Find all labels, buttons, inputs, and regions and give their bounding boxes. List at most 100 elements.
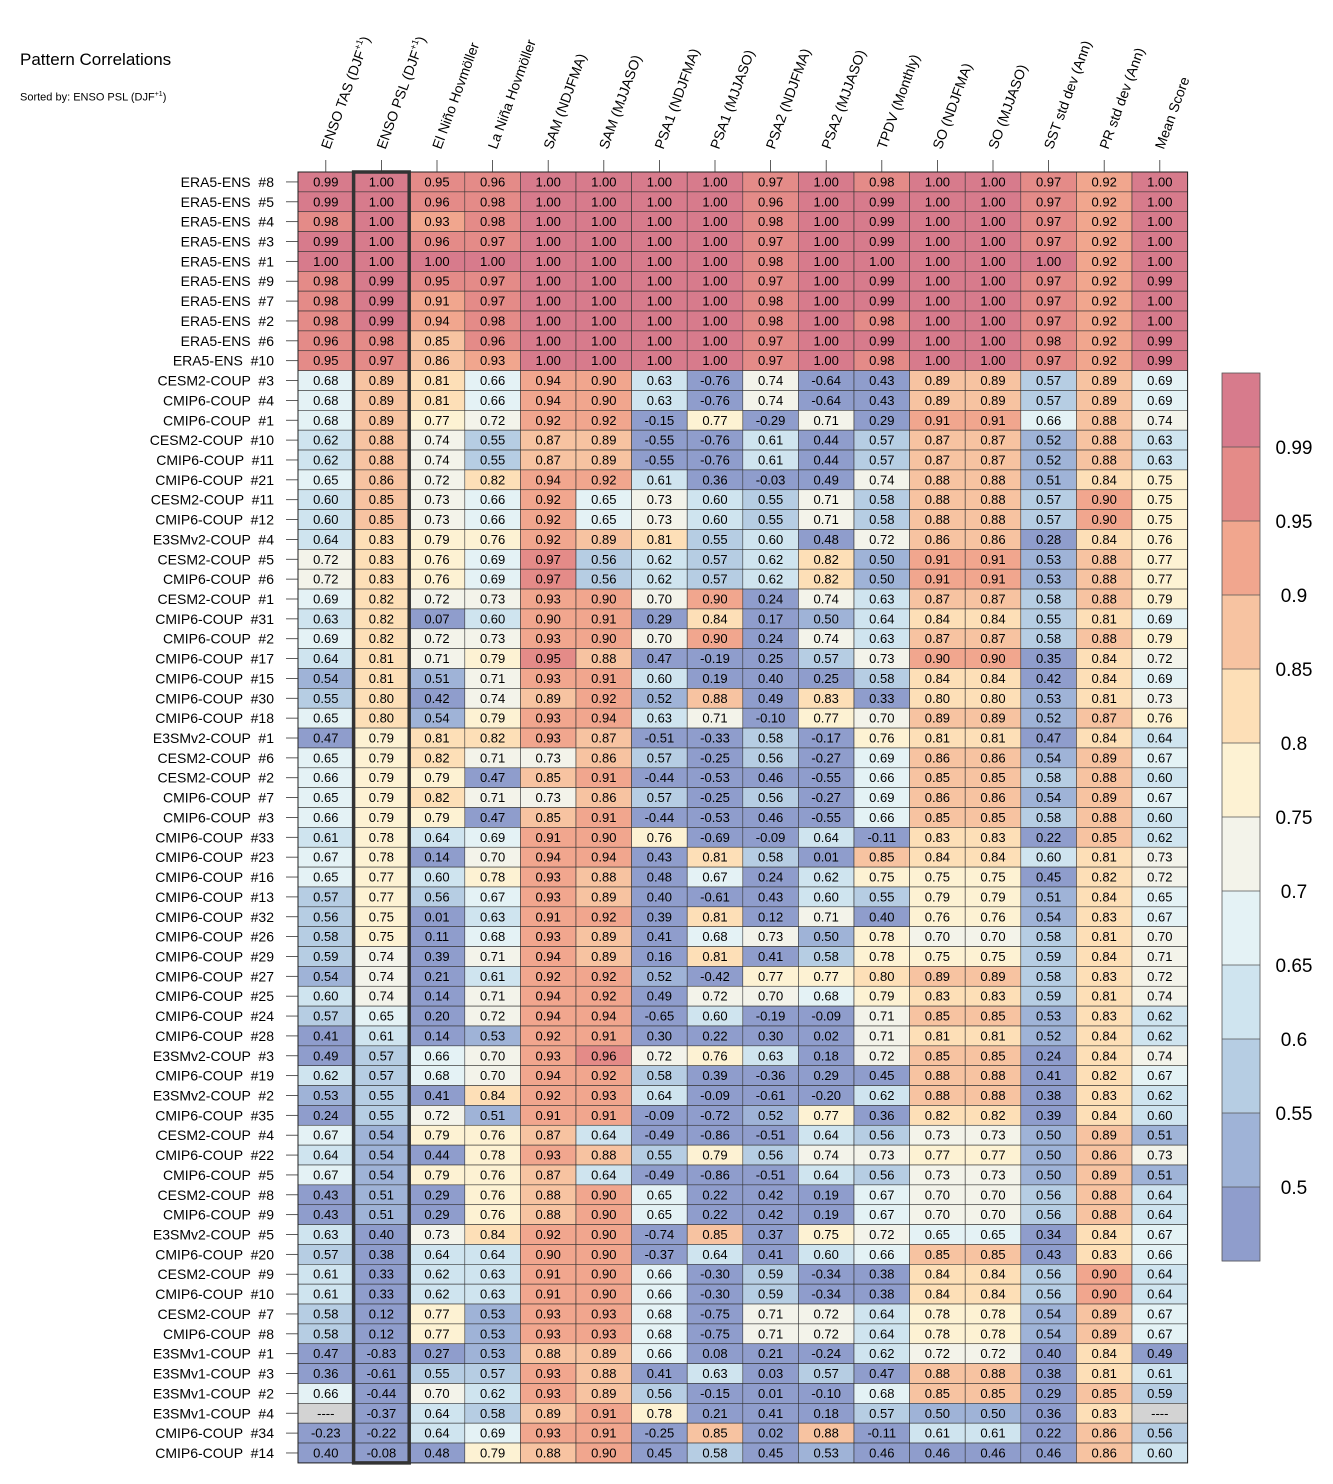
row-label: CMIP6-COUP #11 [156, 452, 274, 468]
cell-value-label: 0.79 [1147, 631, 1172, 646]
cell-value-label: 0.51 [1147, 1128, 1172, 1143]
cell-value-label: 0.88 [536, 1187, 561, 1202]
column-label: SAM (MJJASO) [596, 53, 645, 151]
cell-value-label: 0.57 [313, 1009, 338, 1024]
cell-value-label: 1.00 [869, 254, 894, 269]
cell-value-label: 0.57 [869, 452, 894, 467]
cell-value-label: 0.74 [480, 691, 505, 706]
cell-value-label: 0.79 [480, 651, 505, 666]
cell-value-label: 0.90 [536, 611, 561, 626]
cell-value-label: 0.78 [369, 850, 394, 865]
cell-value-label: 0.91 [925, 572, 950, 587]
cell-value-label: 0.84 [980, 611, 1005, 626]
cell-value-label: 1.00 [647, 313, 672, 328]
cell-value-label: 0.60 [814, 1247, 839, 1262]
cell-value-label: 0.85 [980, 1247, 1005, 1262]
cell-value-label: 0.84 [1092, 1048, 1117, 1063]
cell-value-label: 0.65 [591, 492, 616, 507]
cell-value-label: 0.40 [313, 1445, 338, 1460]
cell-value-label: 0.76 [424, 572, 449, 587]
cell-value-label: 0.60 [480, 611, 505, 626]
cell-value-label: 0.71 [480, 750, 505, 765]
cell-value-label: 1.00 [702, 234, 727, 249]
cell-value-label: ---- [317, 1406, 334, 1421]
cell-value-label: 0.62 [313, 452, 338, 467]
cell-value-label: 0.61 [313, 1287, 338, 1302]
heatmap-cells: 0.99 1.00 0.95 0.96 1.00 1.00 1.00 1.00 0.97 1.00… [297, 170, 1189, 1465]
cell-value-label: -0.27 [811, 790, 841, 805]
cell-value-label: 0.67 [1147, 909, 1172, 924]
row-label: CMIP6-COUP #31 [155, 611, 274, 627]
cell-value-label: 1.00 [814, 313, 839, 328]
cell-value-label: 0.76 [480, 1167, 505, 1182]
cell-value-label: 0.91 [536, 1267, 561, 1282]
row-label: CMIP6-COUP #33 [155, 829, 274, 845]
cell-value-label: 0.56 [758, 790, 783, 805]
row-label: E3SMv1-COUP #1 [153, 1346, 274, 1362]
cell-value-label: 1.00 [369, 214, 394, 229]
cell-value-label: 0.60 [647, 671, 672, 686]
cell-value-label: 0.79 [925, 889, 950, 904]
cell-value-label: 0.98 [313, 214, 338, 229]
cell-value-label: 0.86 [980, 750, 1005, 765]
cell-value-label: 0.76 [647, 830, 672, 845]
cell-value-label: 0.93 [536, 1426, 561, 1441]
cell-value-label: -0.25 [700, 790, 730, 805]
cell-value-label: 0.81 [702, 850, 727, 865]
cell-value-label: 0.14 [424, 1028, 449, 1043]
cell-value-label: 0.90 [591, 393, 616, 408]
cell-value-label: 0.95 [536, 651, 561, 666]
cell-value-label: 0.85 [925, 1247, 950, 1262]
cell-value-label: 0.84 [1092, 889, 1117, 904]
row-label: CMIP6-COUP #13 [155, 889, 274, 905]
cell-value-label: 0.86 [1092, 1426, 1117, 1441]
cell-value-label: 0.82 [814, 572, 839, 587]
cell-value-label: 0.87 [536, 1167, 561, 1182]
cell-value-label: 0.70 [1147, 929, 1172, 944]
cell-value-label: 0.01 [814, 850, 839, 865]
cell-value-label: 0.41 [424, 1088, 449, 1103]
cell-value-label: 0.70 [869, 711, 894, 726]
cell-value-label: 0.60 [313, 989, 338, 1004]
row-label: CMIP6-COUP #30 [155, 690, 274, 706]
cell-value-label: 0.89 [925, 711, 950, 726]
cell-value-label: 0.74 [814, 631, 839, 646]
cell-value-label: 0.89 [1092, 1306, 1117, 1321]
cell-value-label: 0.35 [1036, 651, 1061, 666]
cell-value-label: 0.62 [869, 1346, 894, 1361]
cell-value-label: 0.70 [758, 989, 783, 1004]
cell-value-label: 1.00 [591, 254, 616, 269]
cell-value-label: -0.20 [811, 1088, 841, 1103]
cell-value-label: 0.77 [369, 870, 394, 885]
cell-value-label: 0.75 [925, 949, 950, 964]
cell-value-label: 0.79 [424, 810, 449, 825]
cell-value-label: 0.67 [313, 1128, 338, 1143]
cell-value-label: 0.98 [758, 294, 783, 309]
cell-value-label: 0.70 [480, 1068, 505, 1083]
colorbar-tick-label: 0.65 [1276, 956, 1313, 977]
row-label: CMIP6-COUP #26 [155, 929, 274, 945]
cell-value-label: 0.30 [758, 1028, 783, 1043]
cell-value-label: 0.94 [536, 949, 561, 964]
cell-value-label: 0.90 [591, 631, 616, 646]
cell-value-label: -0.37 [645, 1247, 675, 1262]
cell-value-label: 0.67 [480, 889, 505, 904]
cell-value-label: 0.56 [869, 1167, 894, 1182]
cell-value-label: 0.88 [1092, 810, 1117, 825]
column-label: SST std dev (Ann) [1040, 38, 1094, 151]
cell-value-label: 0.74 [1147, 413, 1172, 428]
cell-value-label: 0.81 [1092, 989, 1117, 1004]
colorbar-segment [1222, 743, 1260, 818]
cell-value-label: 0.59 [313, 949, 338, 964]
cell-value-label: 0.94 [536, 472, 561, 487]
cell-value-label: 0.96 [480, 174, 505, 189]
cell-value-label: 0.41 [758, 1247, 783, 1262]
cell-value-label: 0.51 [1036, 889, 1061, 904]
cell-value-label: -0.10 [756, 711, 786, 726]
cell-value-label: 0.66 [313, 810, 338, 825]
cell-value-label: 0.73 [480, 591, 505, 606]
cell-value-label: 1.00 [647, 294, 672, 309]
cell-value-label: 0.68 [313, 393, 338, 408]
cell-value-label: 0.64 [814, 1167, 839, 1182]
cell-value-label: 0.66 [480, 492, 505, 507]
